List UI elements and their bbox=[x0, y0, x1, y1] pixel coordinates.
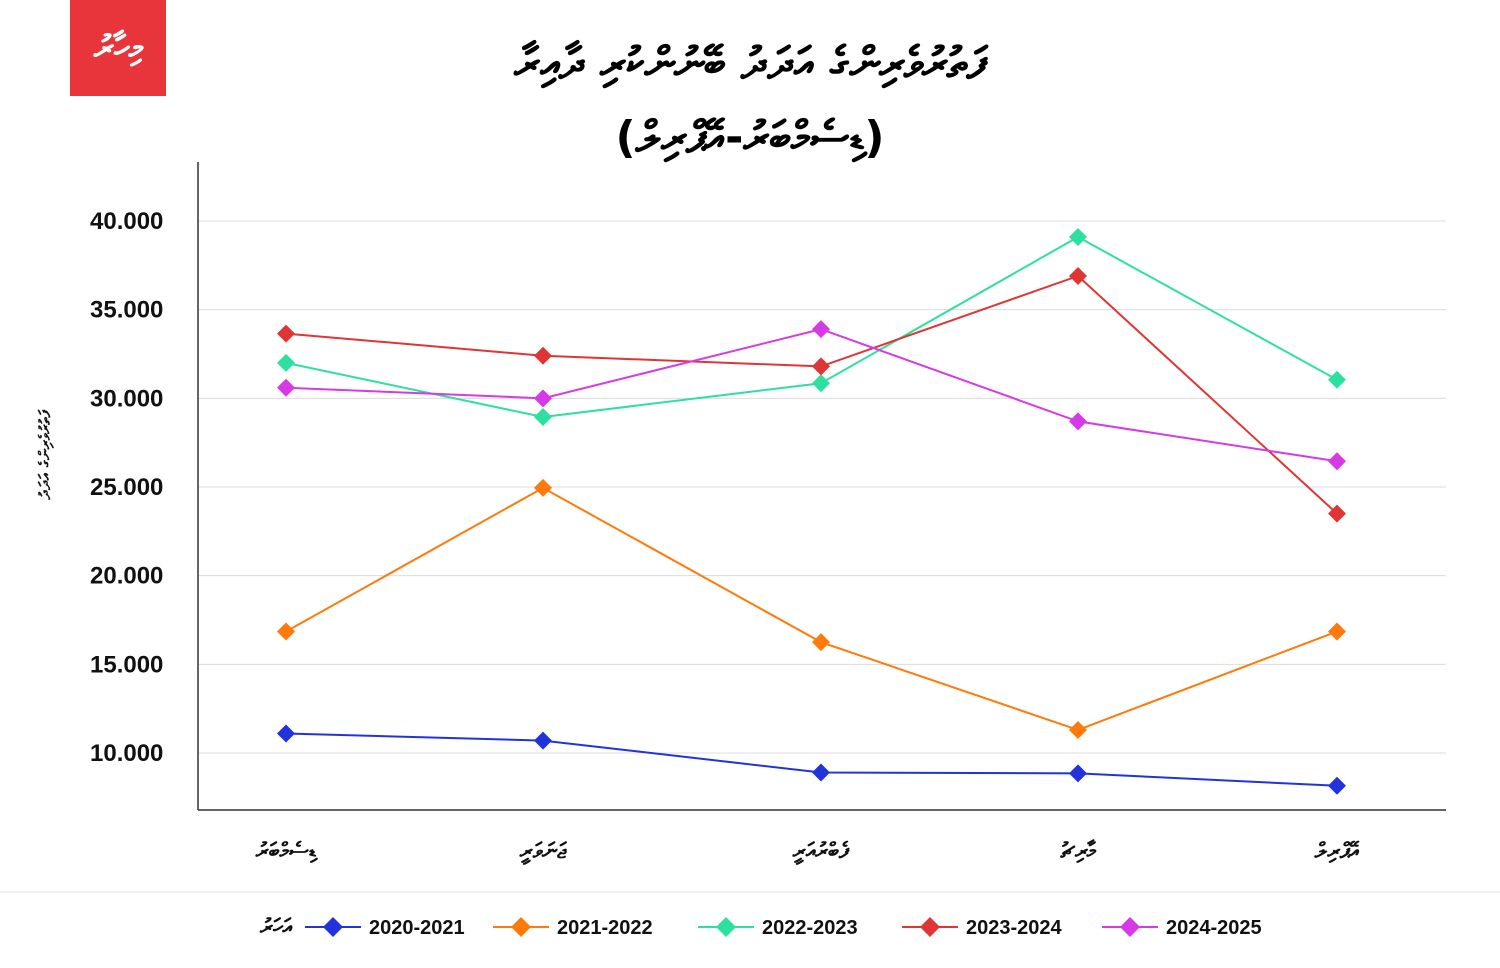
data-point-2020-2021 bbox=[534, 731, 552, 750]
data-point-2023-2024 bbox=[277, 324, 295, 343]
series-line-2022-2023 bbox=[285, 235, 1338, 418]
y-tick-label: 25.000 bbox=[90, 474, 163, 501]
data-point-2022-2023 bbox=[1069, 227, 1087, 246]
data-point-2021-2022 bbox=[534, 478, 552, 497]
data-point-2020-2021 bbox=[1069, 764, 1087, 783]
y-tick-label: 30.000 bbox=[90, 385, 163, 412]
legend-label: 2023-2024 bbox=[966, 917, 1063, 939]
x-tick-label: ފެބްރުއަރީ bbox=[792, 839, 850, 866]
x-tick-label: ޖަނަވަރީ bbox=[519, 839, 568, 866]
data-point-2021-2022 bbox=[1069, 720, 1087, 739]
logo: މިހާރު bbox=[70, 0, 166, 96]
data-point-2024-2025 bbox=[1328, 452, 1346, 471]
legend-label: 2022-2023 bbox=[762, 917, 858, 939]
x-tick-label: މާރިޗު bbox=[1060, 839, 1097, 864]
y-tick-label: 40.000 bbox=[90, 208, 163, 235]
data-point-2020-2021 bbox=[277, 724, 295, 743]
data-point-2020-2021 bbox=[812, 763, 830, 782]
data-point-2022-2023 bbox=[812, 374, 830, 393]
chart-subtitle: (ޑިސެމްބަރު-އޭޕްރިލް) bbox=[615, 112, 885, 163]
legend-title: އަހަރު bbox=[259, 915, 293, 940]
y-axis-label: ފަތުރުވެރިންގެ އަދަދު bbox=[35, 409, 55, 500]
data-point-2024-2025 bbox=[1069, 412, 1087, 431]
legend-label: 2021-2022 bbox=[557, 917, 653, 939]
legend-marker bbox=[323, 917, 343, 937]
y-tick-label: 15.000 bbox=[90, 651, 163, 678]
legend-marker bbox=[511, 917, 531, 937]
legend-label: 2020-2021 bbox=[369, 917, 465, 939]
data-point-2023-2024 bbox=[534, 346, 552, 365]
data-point-2022-2023 bbox=[1328, 370, 1346, 389]
data-point-2021-2022 bbox=[812, 633, 830, 652]
data-point-2023-2024 bbox=[812, 357, 830, 376]
data-point-2024-2025 bbox=[534, 389, 552, 408]
data-point-2024-2025 bbox=[277, 378, 295, 397]
legend-marker bbox=[920, 917, 940, 937]
data-point-2023-2024 bbox=[1328, 504, 1346, 523]
y-tick-label: 35.000 bbox=[90, 297, 163, 324]
legend-marker bbox=[1120, 917, 1140, 937]
data-point-2020-2021 bbox=[1328, 776, 1346, 795]
y-tick-label: 20.000 bbox=[90, 563, 163, 590]
data-point-2021-2022 bbox=[1328, 622, 1346, 641]
legend-marker bbox=[716, 917, 736, 937]
data-point-2024-2025 bbox=[812, 320, 830, 339]
series-line-2020-2021 bbox=[285, 732, 1338, 787]
chart-title: ފަތުރުވެރިންގެ އަދަދު ބޭނުންކުރި ދާއިރާ bbox=[514, 38, 986, 89]
series-line-2021-2022 bbox=[285, 486, 1338, 732]
y-tick-label: 10.000 bbox=[90, 740, 163, 767]
data-point-2021-2022 bbox=[277, 622, 295, 641]
legend-label: 2024-2025 bbox=[1166, 917, 1262, 939]
x-tick-label: ޑިސެމްބަރު bbox=[255, 839, 318, 864]
data-point-2022-2023 bbox=[534, 407, 552, 426]
data-point-2022-2023 bbox=[277, 353, 295, 372]
data-point-2023-2024 bbox=[1069, 266, 1087, 285]
x-tick-label: އޭޕްރިލް bbox=[1314, 839, 1361, 864]
